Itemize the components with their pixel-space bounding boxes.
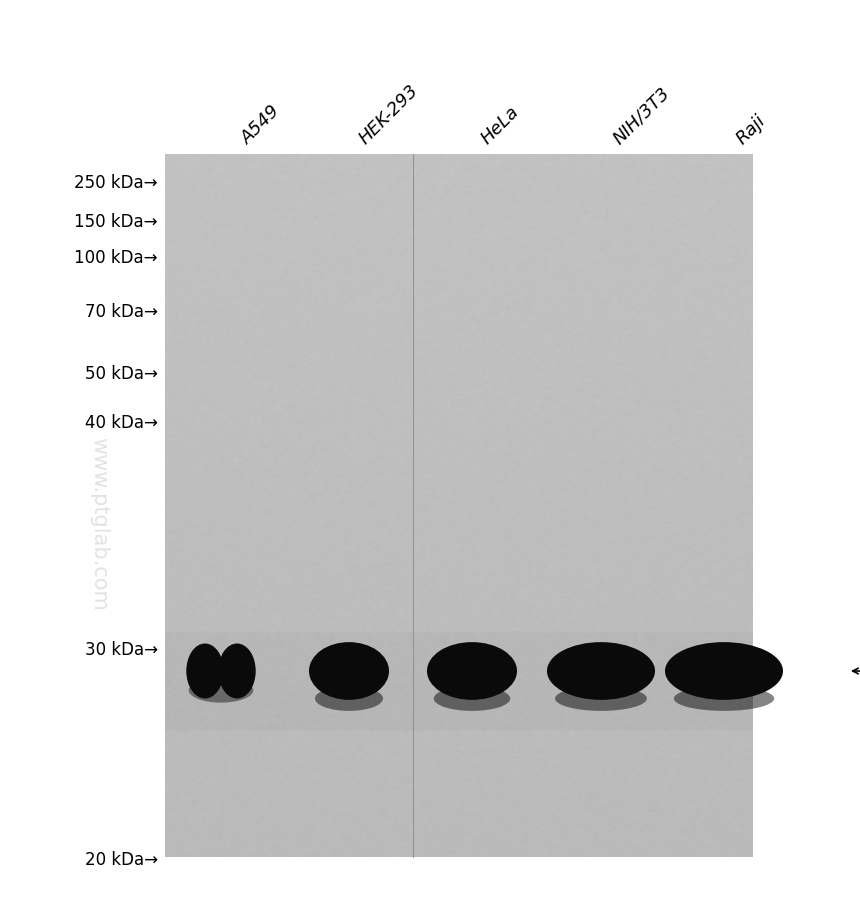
Ellipse shape: [433, 686, 510, 711]
Ellipse shape: [218, 644, 255, 699]
Text: 30 kDa→: 30 kDa→: [85, 640, 158, 658]
Text: HEK-293: HEK-293: [356, 81, 422, 148]
Text: Raji: Raji: [733, 112, 770, 148]
Ellipse shape: [427, 642, 517, 700]
Text: HeLa: HeLa: [478, 103, 523, 148]
Ellipse shape: [665, 642, 783, 700]
Text: 250 kDa→: 250 kDa→: [75, 174, 158, 192]
Ellipse shape: [547, 642, 655, 700]
Ellipse shape: [674, 686, 774, 711]
Ellipse shape: [555, 686, 647, 711]
Text: 70 kDa→: 70 kDa→: [85, 303, 158, 320]
Text: www.ptglab.com: www.ptglab.com: [89, 437, 109, 610]
Ellipse shape: [309, 642, 389, 700]
Text: 40 kDa→: 40 kDa→: [85, 413, 158, 431]
Ellipse shape: [315, 686, 383, 711]
Text: 150 kDa→: 150 kDa→: [75, 213, 158, 231]
Text: A549: A549: [238, 102, 284, 148]
Ellipse shape: [188, 678, 254, 703]
Ellipse shape: [187, 644, 224, 699]
Text: NIH/3T3: NIH/3T3: [610, 84, 674, 148]
Text: 50 kDa→: 50 kDa→: [85, 364, 158, 382]
Text: 20 kDa→: 20 kDa→: [85, 850, 158, 868]
Text: 100 kDa→: 100 kDa→: [75, 249, 158, 267]
